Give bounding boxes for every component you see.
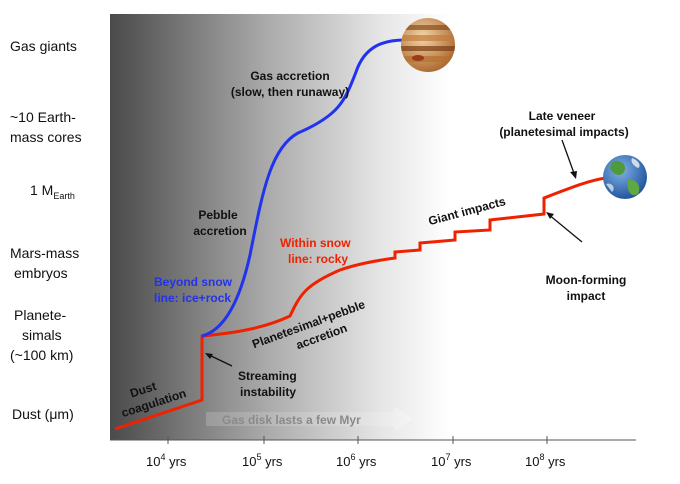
late-veneer-arrow	[561, 139, 576, 177]
gas-disk-arrow	[206, 406, 412, 432]
gas-disk-background	[110, 14, 450, 440]
y-label-gas-giants: Gas giants	[10, 38, 77, 54]
x-tick-label: 105 yrs	[242, 452, 283, 469]
beyond-snow-label-1: Beyond snow	[154, 275, 233, 289]
pebble-accretion-label-1: Pebble	[198, 208, 238, 222]
within-snow-label-2: line: rocky	[288, 252, 348, 266]
late-veneer-label-1: Late veneer	[529, 109, 596, 123]
x-tick-label: 104 yrs	[146, 452, 187, 469]
streaming-label-1: Streaming	[238, 369, 297, 383]
red-growth-path	[114, 176, 607, 431]
x-tick-label: 106 yrs	[336, 452, 377, 469]
gas-disk-label: Gas disk lasts a few Myr	[222, 413, 361, 427]
gas-accretion-label-2: (slow, then runaway)	[231, 85, 349, 99]
moon-forming-label-1: Moon-forming	[546, 273, 627, 287]
blue-growth-path	[201, 38, 406, 338]
y-label-planetesimals-3: (~100 km)	[10, 347, 73, 363]
y-label-mars-2: embryos	[14, 265, 68, 281]
y-label-planetesimals-2: simals	[22, 327, 62, 343]
x-tick-label: 108 yrs	[525, 452, 566, 469]
beyond-snow-label-2: line: ice+rock	[154, 291, 231, 305]
y-axis-labels: Gas giants ~10 Earth- mass cores 1 MEart…	[10, 38, 82, 422]
x-axis-labels: 104 yrs 105 yrs 106 yrs 107 yrs 108 yrs	[146, 452, 566, 469]
moon-forming-arrowhead	[546, 212, 554, 219]
streaming-arrowhead	[205, 353, 213, 359]
within-snow-label-1: Within snow	[280, 236, 351, 250]
x-axis-ticks	[167, 436, 548, 444]
y-label-planetesimals-1: Planete-	[14, 307, 66, 323]
jupiter-icon	[401, 18, 455, 72]
x-tick-label: 107 yrs	[431, 452, 472, 469]
y-label-cores-1: ~10 Earth-	[10, 109, 76, 125]
earth-icon	[603, 155, 647, 199]
y-label-dust: Dust (μm)	[12, 406, 74, 422]
moon-forming-label-2: impact	[567, 289, 606, 303]
moon-forming-arrow	[547, 213, 583, 243]
gas-accretion-label-1: Gas accretion	[250, 69, 329, 83]
y-label-earth-mass: 1 MEarth	[30, 182, 75, 201]
y-label-mars-1: Mars-mass	[10, 245, 79, 261]
y-label-cores-2: mass cores	[10, 129, 82, 145]
annotation-arrows	[205, 139, 583, 367]
late-veneer-label-2: (planetesimal impacts)	[499, 125, 628, 139]
streaming-label-2: instability	[240, 385, 296, 399]
late-veneer-arrowhead	[570, 171, 577, 179]
pebble-accretion-label-2: accretion	[193, 224, 246, 238]
